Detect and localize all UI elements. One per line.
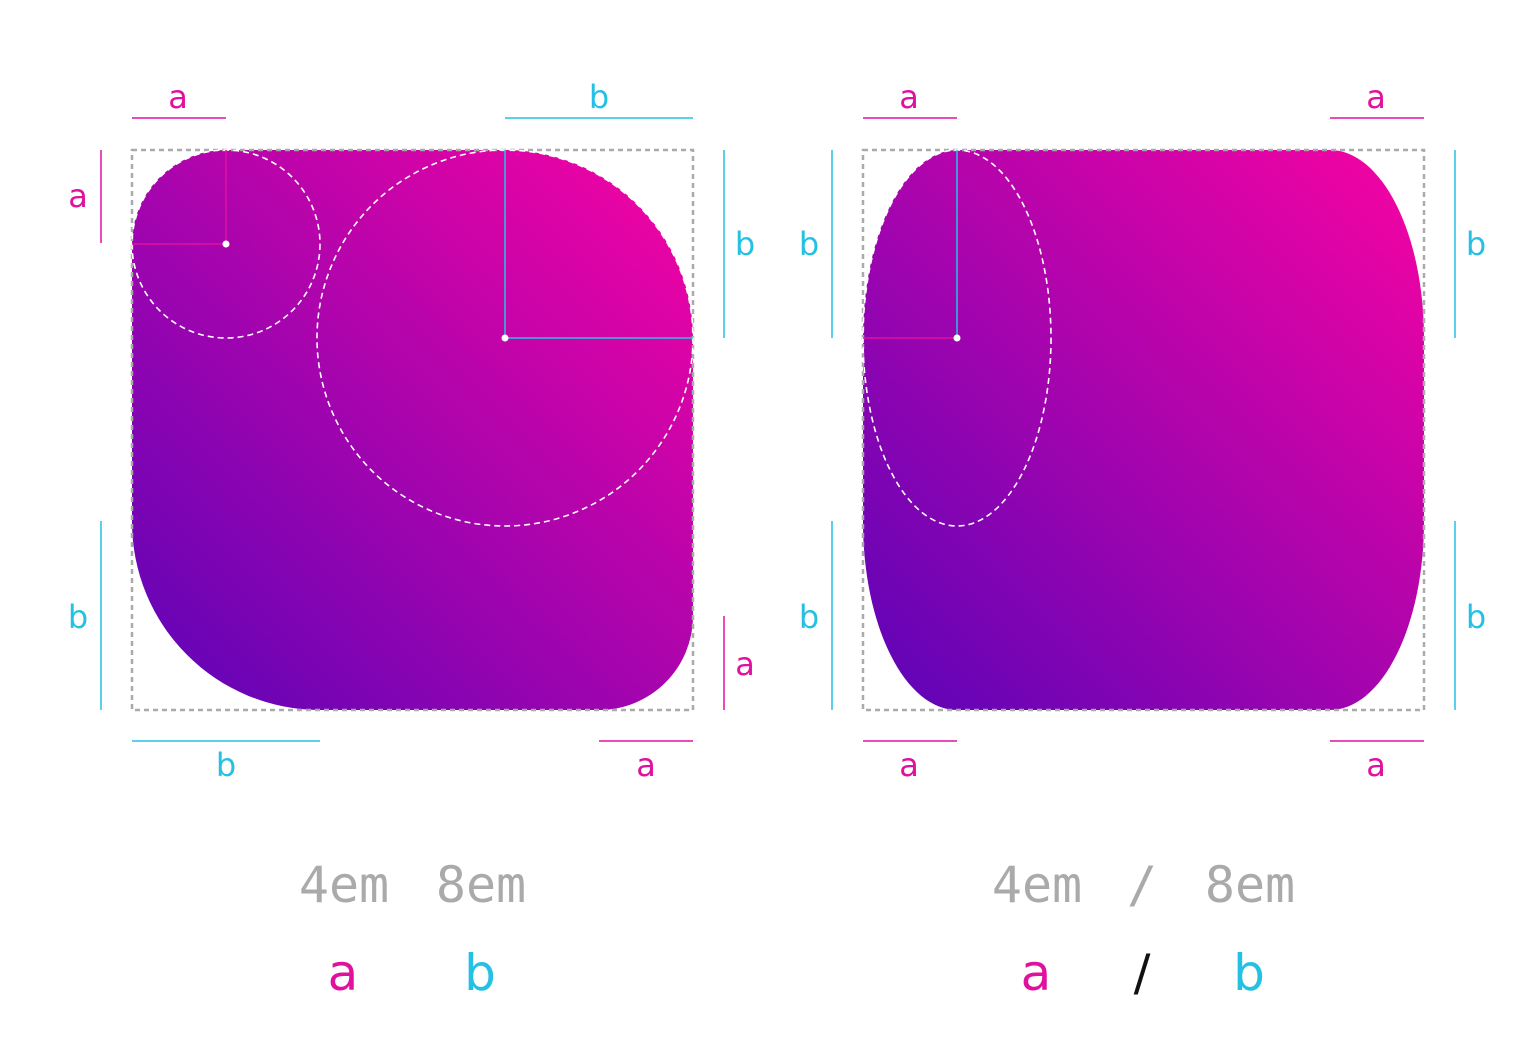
left-bounding-box [130,148,695,712]
left-small-center-dot [222,240,230,248]
right-code-a: 4em [992,856,1082,914]
right-code-b: 8em [1205,856,1295,914]
left-top-a-label: a [168,78,188,116]
left-big-a: a [328,944,359,1002]
left-bottom-b-label: b [216,746,236,784]
left-diagram: a b a b b a b a 4em 8em a b [68,78,755,1002]
left-right-b-label: b [735,225,755,263]
right-elliptical-shape [863,150,1424,710]
left-side-a-label: a [68,177,88,215]
left-top-b-label: b [589,78,609,116]
right-big-a: a [1021,944,1052,1002]
right-bounding-box [861,148,1426,712]
left-right-a-label: a [735,645,755,683]
left-large-center-dot [501,334,509,342]
left-bottom-a-label: a [636,746,656,784]
right-left-top-b-label: b [799,225,819,263]
right-big-slash: / [1134,944,1151,1002]
right-left-bottom-b-label: b [799,598,819,636]
left-code-b: 8em [436,856,526,914]
right-big-b: b [1233,944,1265,1002]
left-code-a: 4em [299,856,389,914]
right-top-right-a-label: a [1366,78,1386,116]
right-center-dot [953,334,961,342]
right-bottom-right-a-label: a [1366,746,1386,784]
right-diagram: a a b b b b a a 4em / 8em a / b [799,78,1486,1002]
right-code-slash: / [1127,856,1157,914]
right-right-bottom-b-label: b [1466,598,1486,636]
right-top-left-a-label: a [899,78,919,116]
left-big-b: b [464,944,496,1002]
left-side-b-label: b [68,598,88,636]
left-rounded-shape [132,150,693,710]
right-right-top-b-label: b [1466,225,1486,263]
right-bottom-left-a-label: a [899,746,919,784]
